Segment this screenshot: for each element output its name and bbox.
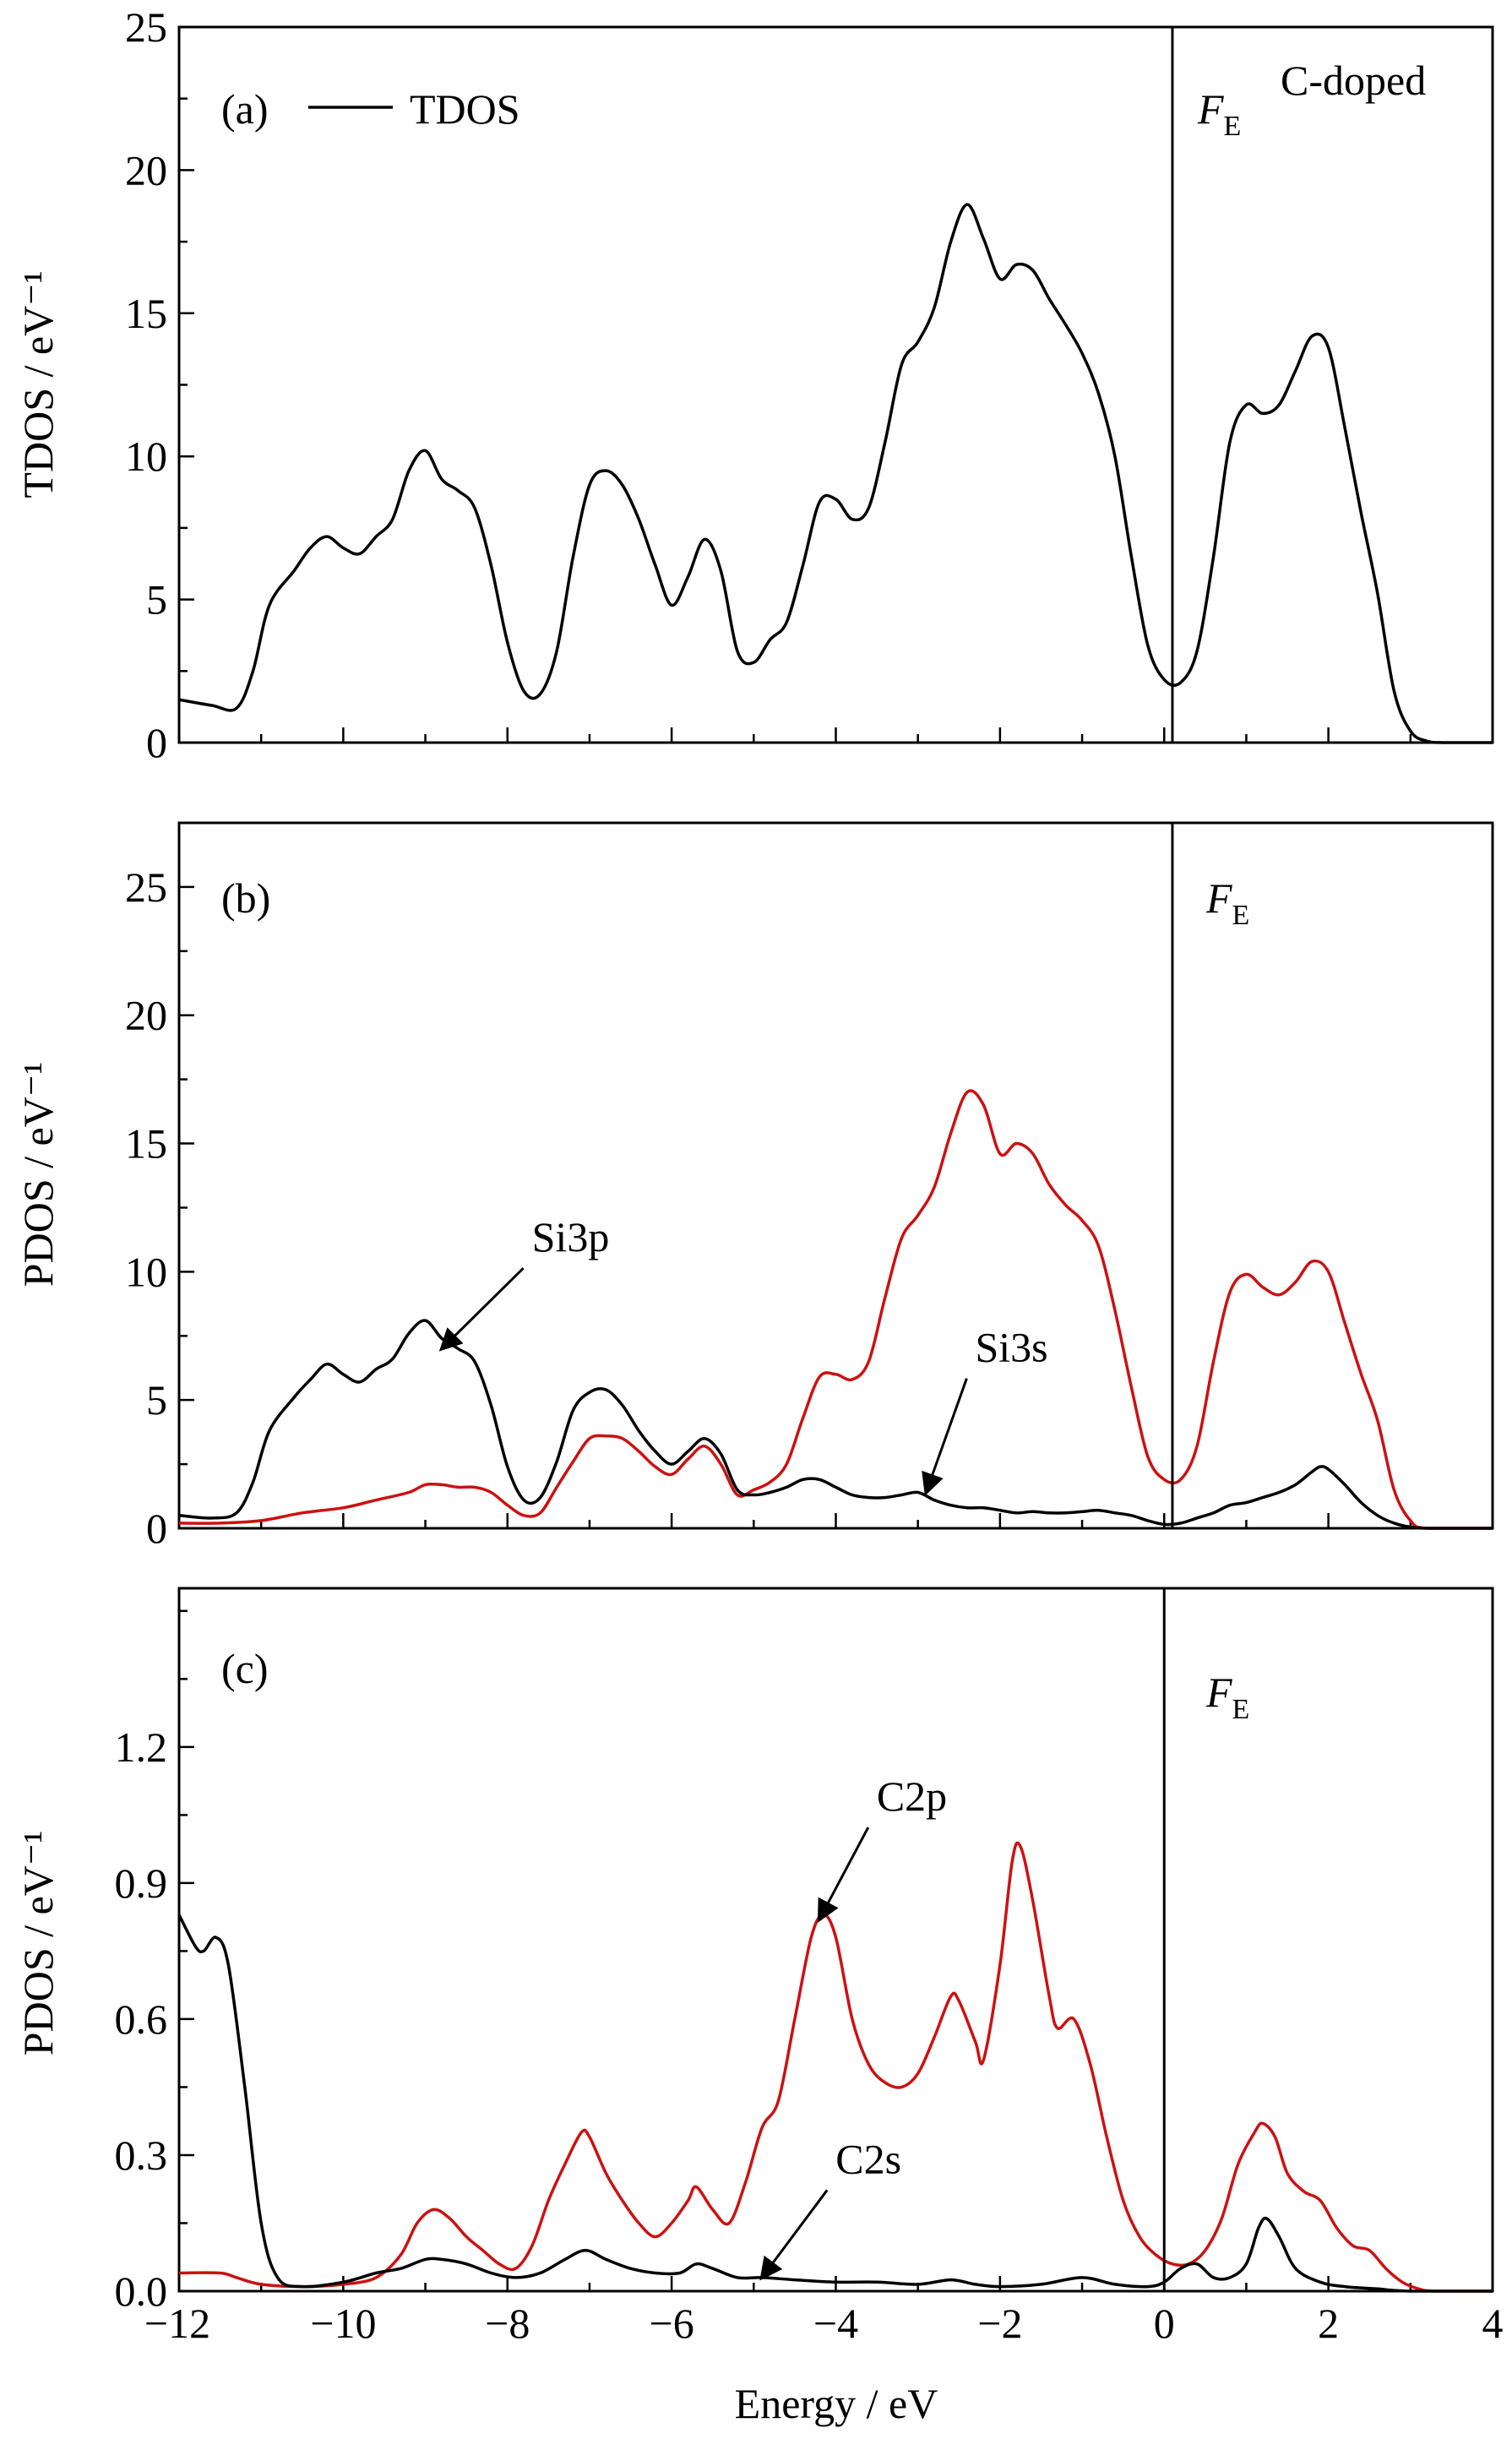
y-tick-label: 0	[146, 1505, 167, 1552]
panel-c-fermi-label-main: F	[1205, 1669, 1232, 1716]
panel-a: 0 5 10 15 20 25 (a) TDOS FE C-doped TDOS / eV…	[14, 3, 1494, 766]
annotation-arrow-c2p	[817, 1827, 870, 1923]
annotation-arrow-si3s	[922, 1378, 968, 1496]
panel-c: 0.00.30.60.91.2−12 −10 −8 −6 −4 −2 0 2 4 (c) FE …	[14, 1587, 1504, 2427]
x-tick-label: −8	[485, 2300, 530, 2347]
annotation-label-c2p: C2p	[877, 1772, 947, 1820]
series-line-si3s	[178, 1319, 1493, 1530]
panel-b-fermi-label-main: F	[1205, 874, 1232, 922]
panel-c-curves	[177, 1841, 1493, 2293]
panel-a-fermi-label: FE	[1197, 85, 1241, 142]
y-tick-label: 5	[146, 576, 167, 623]
panel-a-tick-labels: 0 5 10 15 20 25	[125, 3, 167, 766]
x-tick-label: −2	[977, 2300, 1022, 2347]
y-tick-label: 0.9	[115, 1859, 168, 1907]
y-tick-label: 10	[125, 433, 167, 480]
panel-c-ticks	[177, 1609, 1494, 2293]
y-tick-label: 10	[125, 1248, 167, 1295]
x-tick-label: −6	[650, 2300, 694, 2347]
panel-a-legend-label: TDOS	[410, 85, 520, 133]
panel-b-fermi-label: FE	[1205, 874, 1249, 931]
panel-b-fermi-label-sub: E	[1232, 900, 1250, 931]
panel-a-corner-text: C-doped	[1281, 57, 1426, 104]
panel-b-ylabel: PDOS / eV⁻¹	[14, 1062, 62, 1287]
annotation-label-c2s: C2s	[835, 2135, 901, 2182]
panel-a-fermi-label-sub: E	[1224, 111, 1242, 142]
y-tick-label: 5	[146, 1376, 167, 1424]
panel-b: 0 5 10 15 20 25 (b) FE Si3p Si3s PDOS / eV⁻¹	[14, 821, 1494, 1552]
annotation-arrow-si3p	[438, 1267, 525, 1352]
y-tick-label: 0.0	[115, 2268, 168, 2315]
y-tick-label: 15	[125, 290, 167, 337]
panel-a-curves	[178, 203, 1493, 744]
x-tick-label: −10	[310, 2300, 376, 2347]
series-line-tdos	[178, 203, 1493, 744]
y-tick-label: 20	[125, 992, 167, 1039]
x-tick-label: −12	[144, 2300, 210, 2347]
y-tick-label: 25	[125, 863, 167, 911]
panel-c-tick-labels: 0.0 0.3 0.6 0.9 1.2 −12 −10 −8 −6 −4 −2 0 2 4	[115, 1723, 1504, 2347]
panel-c-ylabel: PDOS / eV⁻¹	[14, 1831, 62, 2055]
panel-a-ylabel: TDOS / eV⁻¹	[14, 270, 62, 498]
panel-a-label: (a)	[221, 85, 269, 133]
y-tick-label: 0.6	[115, 1995, 168, 2043]
series-line-si3p	[178, 1089, 1493, 1530]
annotation-arrow-c2s	[759, 2189, 829, 2281]
y-tick-label: 1.2	[115, 1723, 168, 1771]
x-tick-label: −4	[813, 2300, 858, 2347]
y-tick-label: 20	[125, 146, 167, 193]
y-tick-label: 0.3	[115, 2131, 168, 2179]
panel-b-tick-labels: 0 5 10 15 20 25	[125, 863, 167, 1552]
x-tick-label: 2	[1318, 2300, 1339, 2347]
panel-c-annotations: C2p C2s	[759, 1772, 947, 2281]
y-tick-label: 25	[125, 3, 167, 51]
panel-b-ticks	[177, 821, 1494, 1530]
annotation-label-si3p: Si3p	[532, 1213, 610, 1260]
panel-a-fermi-label-main: F	[1197, 85, 1224, 133]
panel-b-curves	[178, 1089, 1493, 1530]
panel-c-xlabel: Energy / eV	[735, 2380, 938, 2427]
panel-a-frame	[177, 25, 1494, 744]
panel-b-frame	[177, 821, 1494, 1530]
x-tick-label: 4	[1482, 2300, 1504, 2347]
y-tick-label: 15	[125, 1120, 167, 1168]
y-tick-label: 0	[146, 719, 167, 766]
x-tick-label: 0	[1154, 2300, 1175, 2347]
series-line-c2s	[177, 1914, 1493, 2293]
panel-a-ticks	[177, 25, 1494, 744]
panel-c-fermi-label: FE	[1205, 1669, 1249, 1725]
panel-b-annotations: Si3p Si3s	[438, 1213, 1048, 1496]
panel-c-label: (c)	[221, 1645, 269, 1692]
panel-c-fermi-label-sub: E	[1232, 1694, 1250, 1725]
panel-b-label: (b)	[221, 874, 270, 922]
series-line-c2p	[178, 1841, 1493, 2293]
annotation-label-si3s: Si3s	[975, 1324, 1047, 1371]
